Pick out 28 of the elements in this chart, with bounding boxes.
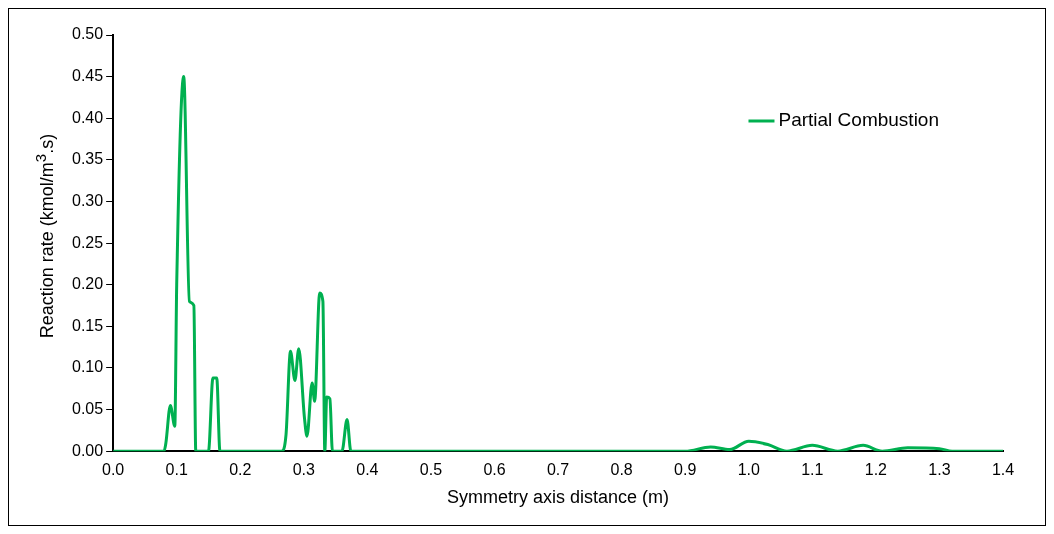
x-tick-label: 1.1 bbox=[801, 461, 824, 479]
y-tick-label: 0.15 bbox=[72, 316, 104, 334]
x-tick-label: 0.9 bbox=[674, 461, 697, 479]
x-axis-title: Symmetry axis distance (m) bbox=[447, 487, 670, 508]
x-tick-label: 0.7 bbox=[546, 461, 570, 479]
y-tick-label: 0.30 bbox=[72, 191, 104, 209]
y-tick-label: 0.45 bbox=[72, 67, 104, 85]
y-tick-label: 0.20 bbox=[72, 275, 104, 293]
x-tick-label: 1.0 bbox=[737, 461, 760, 479]
x-tick-label: 0.1 bbox=[165, 461, 188, 479]
y-tick-label: 0.10 bbox=[72, 358, 104, 376]
x-tick-label: 1.2 bbox=[864, 461, 888, 479]
x-tick-label: 0.3 bbox=[292, 461, 316, 479]
legend-label: Partial Combustion bbox=[778, 109, 940, 131]
x-tick-label: 1.3 bbox=[928, 461, 951, 479]
y-tick-label: 0.50 bbox=[72, 25, 104, 43]
x-tick-label: 0.8 bbox=[610, 461, 633, 479]
y-tick-label: 0.00 bbox=[72, 441, 104, 459]
y-tick-label: 0.05 bbox=[72, 399, 104, 417]
x-tick-label: 0.5 bbox=[419, 461, 443, 479]
x-tick-label: 1.4 bbox=[991, 461, 1015, 479]
x-tick-label: 0.6 bbox=[483, 461, 506, 479]
x-tick-label: 0.2 bbox=[229, 461, 252, 479]
x-tick-label: 0.4 bbox=[356, 461, 379, 479]
y-tick-label: 0.35 bbox=[72, 150, 104, 168]
x-tick-label: 0.0 bbox=[102, 461, 125, 479]
y-tick-label: 0.25 bbox=[72, 233, 104, 251]
y-tick-label: 0.40 bbox=[72, 108, 104, 126]
